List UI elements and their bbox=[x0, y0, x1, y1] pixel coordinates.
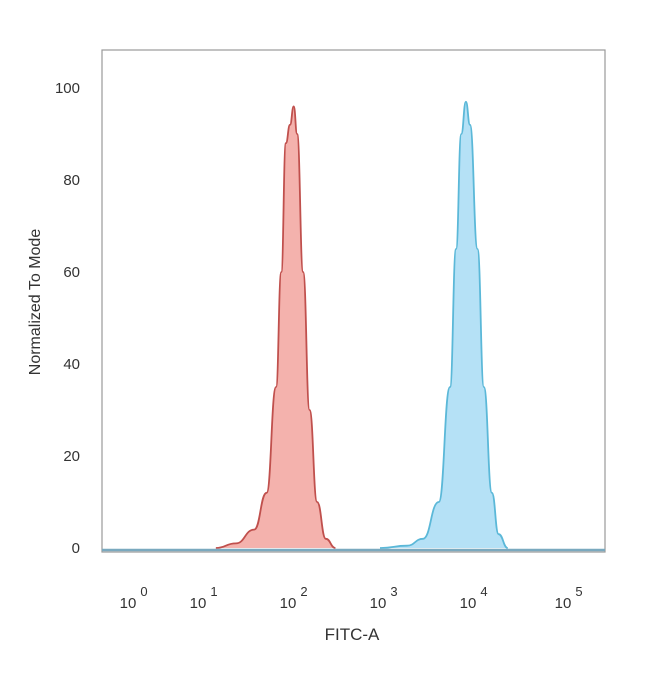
y-tick-label: 60 bbox=[63, 264, 80, 281]
x-tick-label-base: 10 bbox=[190, 595, 207, 612]
x-axis-label: FITC-A bbox=[325, 625, 380, 644]
x-tick-label-base: 10 bbox=[280, 595, 297, 612]
y-tick-label: 40 bbox=[63, 356, 80, 373]
x-tick-label-exponent: 1 bbox=[210, 584, 217, 599]
x-tick-label-exponent: 5 bbox=[575, 584, 582, 599]
series-0-line bbox=[215, 105, 336, 549]
series-1-line bbox=[379, 100, 509, 549]
series-1-area bbox=[380, 101, 508, 549]
plot-frame bbox=[101, 49, 606, 553]
x-tick-label-base: 10 bbox=[370, 595, 387, 612]
y-tick-label: 100 bbox=[55, 80, 80, 97]
series-0-area bbox=[215, 106, 336, 549]
y-tick-label: 0 bbox=[72, 540, 80, 557]
x-tick-label-exponent: 0 bbox=[140, 584, 147, 599]
x-tick-label-base: 10 bbox=[460, 595, 477, 612]
x-tick-label-exponent: 3 bbox=[390, 584, 397, 599]
x-tick-label-exponent: 2 bbox=[300, 584, 307, 599]
x-tick-label-base: 10 bbox=[120, 595, 137, 612]
y-axis-label: Normalized To Mode bbox=[27, 229, 44, 376]
x-tick-label-exponent: 4 bbox=[480, 584, 487, 599]
y-tick-label: 80 bbox=[63, 172, 80, 189]
x-tick-label-base: 10 bbox=[555, 595, 572, 612]
y-tick-label: 20 bbox=[63, 448, 80, 465]
